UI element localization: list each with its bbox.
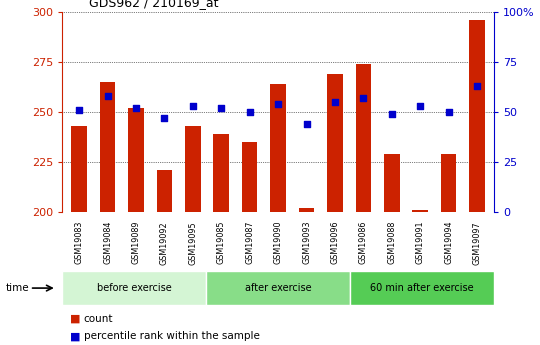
Text: GSM19097: GSM19097 xyxy=(472,221,482,265)
Text: GSM19083: GSM19083 xyxy=(75,221,84,264)
Text: ■: ■ xyxy=(70,332,80,341)
Text: ■: ■ xyxy=(70,314,80,324)
Bar xyxy=(299,208,314,212)
Text: GSM19096: GSM19096 xyxy=(330,221,340,265)
Point xyxy=(444,109,453,115)
Text: count: count xyxy=(84,314,113,324)
Text: GSM19088: GSM19088 xyxy=(387,221,396,264)
Point xyxy=(245,109,254,115)
Text: GSM19085: GSM19085 xyxy=(217,221,226,265)
Point xyxy=(472,83,481,89)
Point xyxy=(274,101,282,107)
Bar xyxy=(62,271,206,305)
Bar xyxy=(384,154,400,212)
Text: time: time xyxy=(5,283,29,293)
Bar xyxy=(242,142,258,212)
Point xyxy=(388,111,396,117)
Bar xyxy=(157,170,172,212)
Text: GSM19095: GSM19095 xyxy=(188,221,197,265)
Point xyxy=(160,115,168,121)
Bar xyxy=(355,64,371,212)
Point xyxy=(132,105,140,111)
Bar xyxy=(441,154,456,212)
Text: percentile rank within the sample: percentile rank within the sample xyxy=(84,332,260,341)
Bar xyxy=(350,271,494,305)
Text: GSM19086: GSM19086 xyxy=(359,221,368,264)
Point xyxy=(359,95,368,101)
Text: GDS962 / 210169_at: GDS962 / 210169_at xyxy=(89,0,219,9)
Bar xyxy=(271,84,286,212)
Text: GSM19087: GSM19087 xyxy=(245,221,254,265)
Bar xyxy=(327,74,343,212)
Text: before exercise: before exercise xyxy=(97,283,172,293)
Point xyxy=(188,104,197,109)
Bar xyxy=(469,20,485,212)
Bar xyxy=(71,126,87,212)
Text: GSM19093: GSM19093 xyxy=(302,221,311,265)
Text: GSM19094: GSM19094 xyxy=(444,221,453,265)
Text: GSM19090: GSM19090 xyxy=(274,221,282,265)
Point xyxy=(302,121,311,127)
Bar xyxy=(206,271,350,305)
Text: GSM19089: GSM19089 xyxy=(132,221,140,265)
Text: GSM19092: GSM19092 xyxy=(160,221,169,265)
Text: 60 min after exercise: 60 min after exercise xyxy=(370,283,474,293)
Text: after exercise: after exercise xyxy=(245,283,312,293)
Bar xyxy=(100,82,116,212)
Bar xyxy=(185,126,201,212)
Point xyxy=(103,93,112,99)
Point xyxy=(217,105,226,111)
Text: GSM19084: GSM19084 xyxy=(103,221,112,264)
Bar xyxy=(128,108,144,212)
Point xyxy=(416,104,424,109)
Text: GSM19091: GSM19091 xyxy=(416,221,424,265)
Point xyxy=(330,99,339,105)
Point xyxy=(75,107,84,113)
Bar xyxy=(213,134,229,212)
Bar xyxy=(413,210,428,212)
